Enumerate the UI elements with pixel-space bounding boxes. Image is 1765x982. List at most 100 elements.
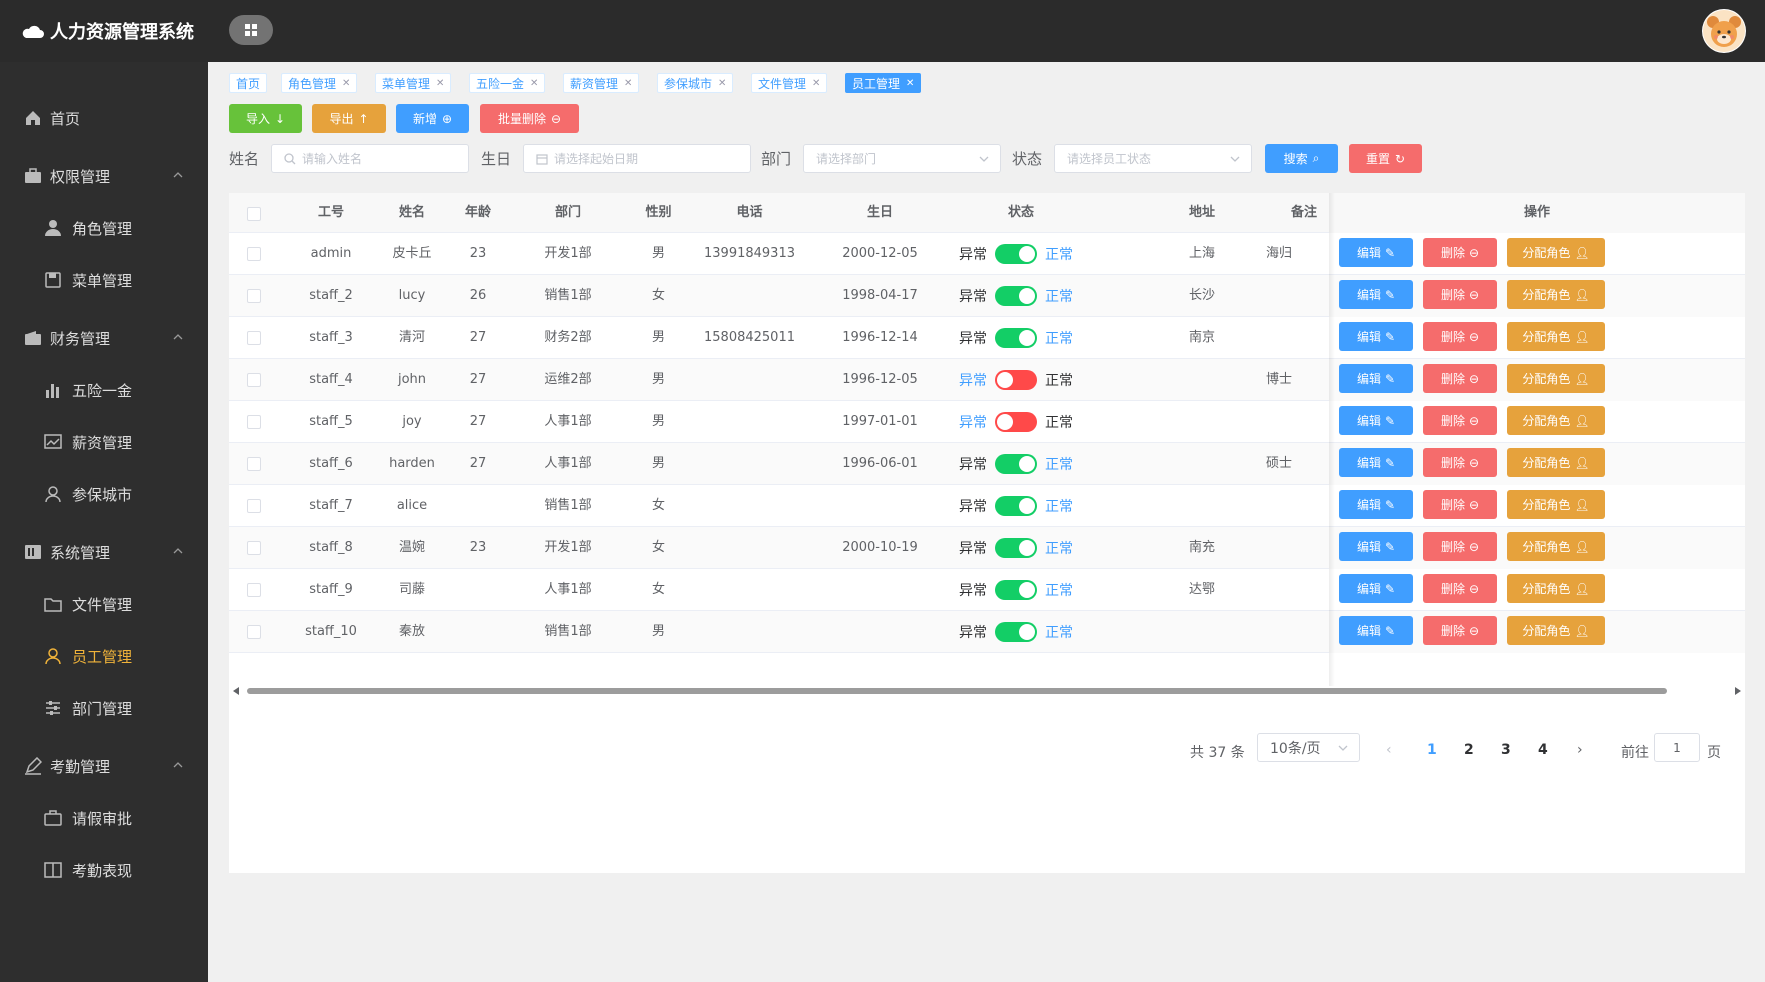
sidebar-item-insured-city[interactable]: 参保城市 [0, 468, 208, 520]
column-header-status[interactable]: 状态 [1007, 205, 1034, 220]
column-header-phone[interactable]: 电话 [736, 205, 763, 220]
assign-role-button[interactable]: 分配角色 👤︎ [1507, 280, 1605, 309]
close-icon[interactable]: ✕ [436, 77, 445, 89]
edit-button[interactable]: 编辑 ✎ [1339, 280, 1413, 309]
add-button[interactable]: 新增 ⊕ [396, 104, 469, 133]
assign-role-button[interactable]: 分配角色 👤︎ [1507, 364, 1605, 393]
page-1[interactable]: 1 [1427, 742, 1437, 758]
status-toggle[interactable] [995, 622, 1037, 642]
scrollbar-thumb[interactable] [247, 688, 1667, 694]
tab-menu-management[interactable]: 菜单管理 ✕ [375, 73, 452, 93]
sidebar-item-insurance[interactable]: 五险一金 [0, 364, 208, 416]
edit-button[interactable]: 编辑 ✎ [1339, 406, 1413, 435]
page-2[interactable]: 2 [1464, 742, 1474, 758]
next-page-icon[interactable]: › [1577, 742, 1583, 758]
edit-button[interactable]: 编辑 ✎ [1339, 616, 1413, 645]
status-toggle[interactable] [995, 538, 1037, 558]
status-toggle[interactable] [995, 580, 1037, 600]
edit-button[interactable]: 编辑 ✎ [1339, 364, 1413, 393]
assign-role-button[interactable]: 分配角色 👤︎ [1507, 238, 1605, 267]
delete-button[interactable]: 删除 ⊖ [1423, 574, 1497, 603]
delete-button[interactable]: 删除 ⊖ [1423, 532, 1497, 561]
close-icon[interactable]: ✕ [718, 77, 727, 89]
assign-role-button[interactable]: 分配角色 👤︎ [1507, 616, 1605, 645]
row-checkbox[interactable] [247, 331, 261, 345]
status-toggle[interactable] [995, 244, 1037, 264]
page-3[interactable]: 3 [1501, 742, 1511, 758]
avatar[interactable] [1702, 9, 1746, 53]
menu-toggle-button[interactable] [229, 15, 273, 45]
tab-insurance[interactable]: 五险一金 ✕ [469, 73, 546, 93]
row-checkbox[interactable] [247, 457, 261, 471]
assign-role-button[interactable]: 分配角色 👤︎ [1507, 406, 1605, 435]
status-toggle[interactable] [995, 328, 1037, 348]
delete-button[interactable]: 删除 ⊖ [1423, 280, 1497, 309]
row-checkbox[interactable] [247, 247, 261, 261]
row-checkbox[interactable] [247, 289, 261, 303]
column-header-birthday[interactable]: 生日 [866, 205, 893, 220]
birthday-date-picker[interactable]: 请选择起始日期 [523, 144, 751, 173]
assign-role-button[interactable]: 分配角色 👤︎ [1507, 322, 1605, 351]
batch-delete-button[interactable]: 批量删除 ⊖ [480, 104, 579, 133]
tab-home[interactable]: 首页 [229, 73, 268, 93]
column-header-name[interactable]: 姓名 [398, 205, 425, 220]
app-logo[interactable]: 人力资源管理系统 [22, 18, 194, 44]
sidebar-item-leave-approval[interactable]: 请假审批 [0, 792, 208, 844]
row-checkbox[interactable] [247, 499, 261, 513]
status-toggle[interactable] [995, 412, 1037, 432]
scroll-left-icon[interactable] [233, 687, 241, 695]
close-icon[interactable]: ✕ [812, 77, 821, 89]
edit-button[interactable]: 编辑 ✎ [1339, 322, 1413, 351]
assign-role-button[interactable]: 分配角色 👤︎ [1507, 490, 1605, 519]
sidebar-item-attendance-report[interactable]: 考勤表现 [0, 844, 208, 896]
scroll-right-icon[interactable] [1733, 687, 1741, 695]
row-checkbox[interactable] [247, 541, 261, 555]
close-icon[interactable]: ✕ [342, 77, 351, 89]
tab-salary[interactable]: 薪资管理 ✕ [563, 73, 640, 93]
select-all-checkbox[interactable] [247, 207, 261, 221]
status-toggle[interactable] [995, 370, 1037, 390]
delete-button[interactable]: 删除 ⊖ [1423, 322, 1497, 351]
horizontal-scrollbar[interactable] [229, 684, 1745, 698]
reset-button[interactable]: 重置 ↻ [1349, 144, 1422, 173]
sidebar-group-finance[interactable]: 财务管理 [0, 312, 208, 364]
sidebar-item-file-management[interactable]: 文件管理 [0, 578, 208, 630]
sidebar-item-department-management[interactable]: 部门管理 [0, 682, 208, 734]
edit-button[interactable]: 编辑 ✎ [1339, 532, 1413, 561]
tab-role-management[interactable]: 角色管理 ✕ [281, 73, 358, 93]
close-icon[interactable]: ✕ [530, 77, 539, 89]
goto-page-input[interactable]: 1 [1654, 733, 1700, 762]
assign-role-button[interactable]: 分配角色 👤︎ [1507, 448, 1605, 477]
sidebar-item-employee-management[interactable]: 员工管理 [0, 630, 208, 682]
column-header-gender[interactable]: 性别 [645, 205, 672, 220]
column-header-remark[interactable]: 备注 [1290, 205, 1317, 220]
page-size-select[interactable]: 10条/页 [1257, 733, 1360, 762]
edit-button[interactable]: 编辑 ✎ [1339, 490, 1413, 519]
edit-button[interactable]: 编辑 ✎ [1339, 574, 1413, 603]
column-header-id[interactable]: 工号 [317, 205, 344, 220]
sidebar-item-salary[interactable]: 薪资管理 [0, 416, 208, 468]
sidebar-item-home[interactable]: 首页 [0, 92, 208, 144]
prev-page-icon[interactable]: ‹ [1386, 742, 1392, 758]
search-button[interactable]: 搜索 ⌕ [1265, 144, 1338, 173]
export-button[interactable]: 导出 ↑ [312, 104, 386, 133]
tab-insured-city[interactable]: 参保城市 ✕ [657, 73, 734, 93]
status-toggle[interactable] [995, 286, 1037, 306]
close-icon[interactable]: ✕ [906, 77, 915, 89]
page-4[interactable]: 4 [1538, 742, 1548, 758]
edit-button[interactable]: 编辑 ✎ [1339, 238, 1413, 267]
assign-role-button[interactable]: 分配角色 👤︎ [1507, 532, 1605, 561]
tab-file-management[interactable]: 文件管理 ✕ [751, 73, 828, 93]
status-select[interactable]: 请选择员工状态 [1054, 144, 1252, 173]
sidebar-item-role-management[interactable]: 角色管理 [0, 202, 208, 254]
department-select[interactable]: 请选择部门 [803, 144, 1001, 173]
delete-button[interactable]: 删除 ⊖ [1423, 364, 1497, 393]
edit-button[interactable]: 编辑 ✎ [1339, 448, 1413, 477]
delete-button[interactable]: 删除 ⊖ [1423, 406, 1497, 435]
name-search-input[interactable]: 请输入姓名 [271, 144, 469, 173]
close-icon[interactable]: ✕ [624, 77, 633, 89]
delete-button[interactable]: 删除 ⊖ [1423, 616, 1497, 645]
column-header-department[interactable]: 部门 [554, 205, 581, 220]
delete-button[interactable]: 删除 ⊖ [1423, 448, 1497, 477]
row-checkbox[interactable] [247, 583, 261, 597]
